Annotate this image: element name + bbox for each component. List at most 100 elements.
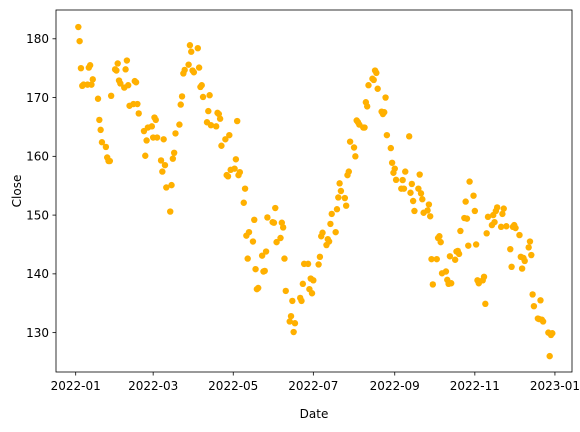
data-point [381, 109, 388, 116]
data-point [400, 185, 408, 192]
data-point [471, 207, 479, 215]
data-point [466, 178, 473, 185]
data-point [96, 116, 103, 124]
data-point [181, 66, 188, 74]
data-point [258, 252, 266, 259]
data-point [325, 238, 333, 245]
data-point [231, 165, 238, 172]
x-tick-label: 2022-05 [208, 379, 258, 393]
data-point [337, 187, 345, 195]
data-point [169, 155, 177, 162]
data-point [537, 297, 544, 304]
data-point [315, 261, 322, 268]
data-point [114, 60, 121, 67]
data-point [308, 290, 316, 297]
y-axis-label: Close [10, 175, 24, 208]
data-point [205, 107, 212, 115]
data-point [370, 76, 377, 84]
data-point [264, 214, 271, 221]
data-point [525, 244, 532, 251]
data-point [549, 330, 556, 337]
data-point [188, 48, 195, 55]
data-point [333, 206, 341, 213]
data-point [463, 215, 471, 222]
x-axis-ticks: 2022-01 2022-03 2022-05 2022-07 2022-09 2022-… [51, 372, 580, 393]
data-point [159, 168, 166, 175]
data-point [455, 250, 463, 258]
data-point [98, 139, 106, 146]
x-tick-label: 2022-09 [370, 379, 420, 393]
data-point [153, 134, 161, 141]
data-point [178, 93, 186, 100]
data-point [97, 126, 104, 134]
y-tick-label: 170 [26, 91, 49, 105]
data-point [298, 297, 305, 305]
data-point [345, 168, 352, 175]
data-point [508, 263, 515, 271]
plot-frame [55, 9, 573, 373]
data-point [218, 142, 225, 149]
data-point [429, 281, 437, 288]
data-point [261, 267, 268, 275]
data-point [465, 242, 472, 249]
data-point [387, 144, 395, 152]
data-point [480, 273, 488, 280]
data-point [198, 82, 205, 89]
data-point [516, 231, 523, 239]
data-point [457, 227, 464, 235]
data-point [484, 213, 492, 221]
data-point [170, 149, 178, 156]
data-point [113, 67, 120, 74]
data-point [176, 121, 183, 128]
data-point [405, 133, 413, 140]
data-point [491, 218, 498, 226]
data-point [529, 291, 536, 298]
data-point [168, 181, 175, 189]
data-point [483, 230, 490, 237]
x-tick-label: 2022-07 [288, 379, 338, 393]
data-point [262, 248, 270, 255]
data-point [472, 241, 480, 248]
data-point [350, 144, 358, 151]
data-point [279, 224, 287, 231]
data-point [319, 229, 326, 236]
data-point [316, 253, 324, 261]
data-point [526, 238, 534, 245]
data-point [365, 82, 372, 89]
x-tick-label: 2022-11 [450, 379, 500, 393]
data-point [241, 185, 249, 192]
data-point [427, 213, 434, 220]
data-point [282, 287, 289, 295]
data-point [206, 92, 213, 99]
data-point [102, 143, 110, 151]
data-point [332, 228, 339, 236]
data-point [77, 64, 85, 72]
data-point [411, 207, 418, 215]
data-point [117, 80, 124, 87]
data-point [177, 101, 184, 108]
data-point [373, 69, 380, 77]
data-point [327, 220, 334, 228]
y-tick-label: 140 [26, 267, 49, 281]
data-point [106, 157, 114, 165]
data-point [157, 157, 165, 164]
data-point [310, 277, 317, 284]
data-point [244, 255, 251, 262]
data-point [546, 352, 553, 360]
data-point [194, 45, 201, 52]
data-point [143, 137, 150, 144]
data-point [252, 265, 259, 273]
data-point [363, 103, 371, 110]
data-point [417, 190, 425, 197]
data-point [512, 224, 519, 232]
data-point [240, 199, 247, 206]
data-point [226, 131, 233, 139]
data-point [186, 42, 194, 49]
data-point [462, 198, 469, 205]
data-point [530, 302, 538, 310]
data-point [291, 320, 299, 327]
x-tick-label: 2022-01 [51, 379, 101, 393]
data-point [224, 173, 232, 180]
data-point [134, 100, 141, 108]
